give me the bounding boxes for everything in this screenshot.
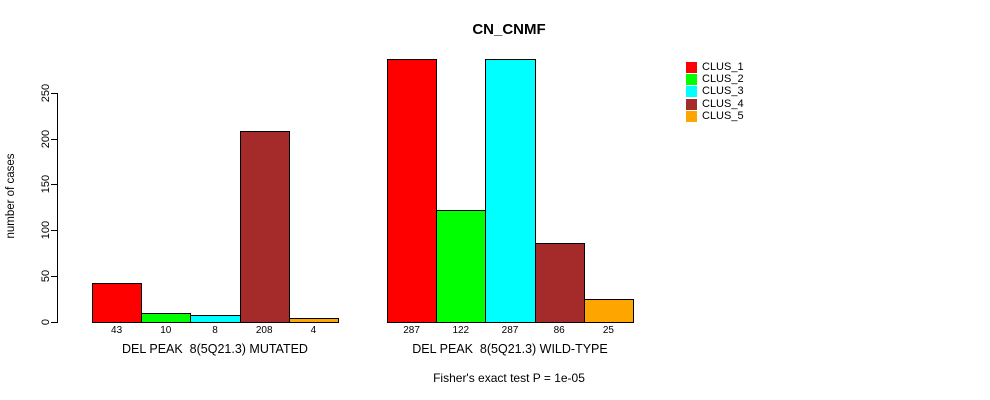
legend-item: CLUS_1 xyxy=(686,61,744,73)
y-axis-tick-label: 250 xyxy=(40,83,52,102)
x-group-label: DEL PEAK 8(5Q21.3) WILD-TYPE xyxy=(412,342,608,356)
y-axis-tick-label: 100 xyxy=(40,221,52,240)
legend-label: CLUS_1 xyxy=(702,60,744,73)
bar-value-label: 25 xyxy=(602,325,614,336)
bar xyxy=(190,314,241,323)
bar-value-label: 287 xyxy=(403,325,420,336)
bar xyxy=(436,210,487,323)
bar xyxy=(141,312,192,323)
y-axis-tick xyxy=(51,92,57,94)
bar xyxy=(92,282,143,323)
bar xyxy=(288,318,339,323)
legend-label: CLUS_5 xyxy=(702,109,744,122)
legend-swatch xyxy=(686,73,697,85)
legend-label: CLUS_2 xyxy=(702,72,744,85)
bar-value-label: 287 xyxy=(501,325,519,336)
y-axis-tick-label: 150 xyxy=(40,175,52,194)
bar-value-label: 86 xyxy=(553,325,565,336)
y-axis-tick-label: 200 xyxy=(40,129,52,148)
bar xyxy=(583,299,634,323)
bar xyxy=(534,243,585,323)
y-axis-label: number of cases xyxy=(5,153,17,239)
fisher-test-note: Fisher's exact test P = 1e-05 xyxy=(433,371,585,385)
y-axis-tick xyxy=(51,276,57,278)
bar-value-label: 43 xyxy=(111,325,123,336)
bar-value-label: 10 xyxy=(160,325,172,336)
legend-swatch xyxy=(686,86,697,98)
legend-swatch xyxy=(686,98,697,110)
bar xyxy=(485,58,536,323)
bar-value-label: 4 xyxy=(310,325,317,336)
legend-item: CLUS_2 xyxy=(686,73,744,85)
y-axis-tick xyxy=(51,184,57,186)
y-axis-tick xyxy=(51,230,57,232)
y-axis-line xyxy=(57,92,58,323)
legend-item: CLUS_4 xyxy=(686,98,744,110)
y-axis-tick xyxy=(51,322,57,323)
bar-value-label: 122 xyxy=(452,325,470,336)
legend-item: CLUS_3 xyxy=(686,86,744,98)
legend-swatch xyxy=(686,110,697,122)
legend-label: CLUS_4 xyxy=(702,97,744,110)
bar-value-label: 208 xyxy=(255,325,273,336)
legend: CLUS_1 CLUS_2 CLUS_3 CLUS_4 CLUS_5 xyxy=(686,61,744,122)
y-axis-tick-label: 0 xyxy=(40,318,52,326)
y-axis-tick xyxy=(51,138,57,140)
legend-item: CLUS_5 xyxy=(686,110,744,122)
legend-label: CLUS_3 xyxy=(702,85,744,98)
bar xyxy=(387,58,438,323)
bar xyxy=(239,131,290,323)
bar-value-label: 8 xyxy=(212,325,218,336)
legend-swatch xyxy=(686,61,697,73)
chart-title: CN_CNMF xyxy=(472,21,546,38)
y-axis-tick-label: 50 xyxy=(40,270,52,283)
x-group-label: DEL PEAK 8(5Q21.3) MUTATED xyxy=(122,342,308,356)
